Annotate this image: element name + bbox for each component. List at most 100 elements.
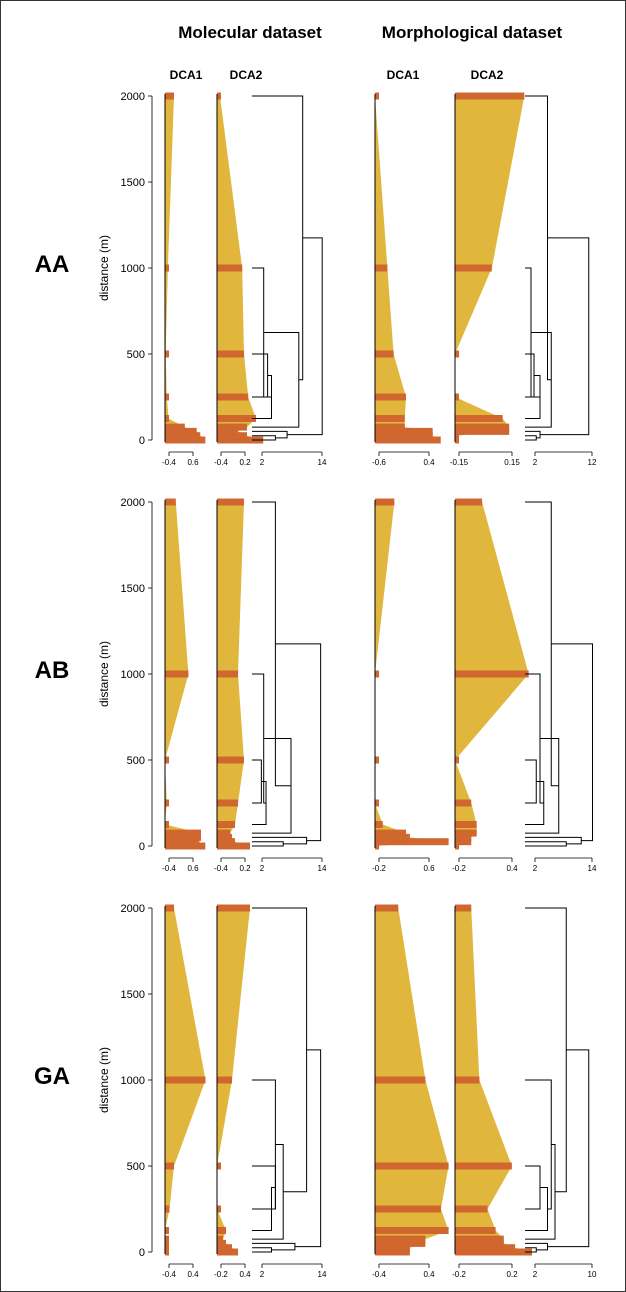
p1-mor-dca1-bar-500 bbox=[375, 756, 379, 764]
p2-mol-dca1-x-tick-label-1: 0.4 bbox=[187, 1270, 199, 1279]
p1-mor-dca2-bar-25 bbox=[455, 838, 472, 846]
p2-mol-dca1-bar-50 bbox=[165, 1239, 169, 1247]
p2-mol-dca2-bar-0 bbox=[217, 1248, 238, 1256]
p2-mor-dendro-branch-7 bbox=[547, 1049, 590, 1248]
p1-mol-dca1-bar-75 bbox=[165, 829, 201, 837]
p0-mor-dca1-x-tick-label-1: 0.4 bbox=[423, 458, 435, 467]
p2-mol-dca1-bar-500 bbox=[165, 1162, 174, 1170]
y-tick-label-1500: 1500 bbox=[121, 989, 145, 1001]
p2-mor-dca2-bar-125 bbox=[455, 1227, 496, 1234]
p1-mol-dca2-bar-2000 bbox=[217, 498, 244, 506]
panel-label-ab: AB bbox=[35, 657, 70, 684]
p0-mor-dca2-bar-1000 bbox=[455, 264, 492, 272]
p1-mol-dendro-x-tick-label-1: 14 bbox=[318, 864, 327, 873]
p1-mol-dca1-x-tick-label-1: 0.6 bbox=[187, 864, 199, 873]
p0-mol-dca2-bar-250 bbox=[217, 393, 249, 401]
p0-mor-dca2-bar-75 bbox=[455, 423, 510, 431]
p0-mol-dca1-bar-2000 bbox=[165, 92, 174, 100]
p2-mor-dca1-bar-75 bbox=[375, 1235, 426, 1243]
p1-mor-dca2-bar-500 bbox=[455, 756, 459, 764]
p1-mol-dca1-bar-125 bbox=[165, 821, 169, 828]
p2-mol-dca2-bar-75 bbox=[217, 1235, 223, 1243]
p0-mol-dendro-branch-7 bbox=[287, 237, 323, 436]
p0-mol-dendro-x-tick-label-0: 2 bbox=[260, 458, 265, 467]
p2-mor-dca2-bar-75 bbox=[455, 1235, 504, 1243]
p1-mol-dca2-bar-25 bbox=[217, 838, 235, 846]
p1-mol-dca2-bar-0 bbox=[217, 842, 250, 850]
p1-mol-dca1-bar-50 bbox=[165, 833, 201, 841]
p1-mor-dendro-x-tick-label-0: 2 bbox=[533, 864, 538, 873]
p0-mor-dendro-x-tick-label-1: 12 bbox=[588, 458, 597, 467]
y-tick-label-1500: 1500 bbox=[121, 177, 145, 189]
p0-mor-dca2-bar-250 bbox=[455, 393, 459, 401]
p1-mor-dca2-bar-2000 bbox=[455, 498, 483, 506]
p0-mor-dendro-branch-7 bbox=[540, 237, 590, 436]
p0-mol-dca1-x-tick-label-0: -0.4 bbox=[162, 458, 176, 467]
p1-mol-dca1-bar-2000 bbox=[165, 498, 176, 506]
p2-mol-dendro-branch-7 bbox=[294, 1049, 322, 1248]
p2-mol-dca2-x-tick-label-0: -0.2 bbox=[214, 1270, 228, 1279]
p0-mor-dca1-bar-0 bbox=[375, 436, 441, 444]
p2-mor-dca2-x-tick-label-0: -0.2 bbox=[452, 1270, 466, 1279]
y-tick-label-1000: 1000 bbox=[121, 1075, 145, 1087]
p0-mol-dca2-bar-0 bbox=[217, 436, 264, 444]
p2-mor-dca1-x-tick-label-0: -0.4 bbox=[372, 1270, 386, 1279]
p1-mol-dca2-bar-125 bbox=[217, 821, 235, 828]
p1-mol-dca2-x-tick-label-0: -0.4 bbox=[214, 864, 228, 873]
y-tick-label-500: 500 bbox=[127, 349, 145, 361]
p0-mol-dca2-x-tick-label-0: -0.4 bbox=[214, 458, 228, 467]
p2-mol-dca2-bar-50 bbox=[217, 1239, 226, 1247]
p1-mor-dca1-area bbox=[375, 502, 449, 846]
p0-mol-dca2-bar-500 bbox=[217, 350, 244, 358]
p2-mor-dca1-bar-125 bbox=[375, 1227, 449, 1234]
p0-mor-dca2-bar-50 bbox=[455, 427, 510, 435]
y-tick-label-2000: 2000 bbox=[121, 903, 145, 915]
p0-mol-dca1-x-tick-label-1: 0.6 bbox=[187, 458, 199, 467]
p2-mor-dendro-x-tick-label-1: 10 bbox=[588, 1270, 597, 1279]
p1-mol-dca1-x-tick-label-0: -0.4 bbox=[162, 864, 176, 873]
morphological-header: Morphological dataset bbox=[382, 23, 563, 42]
p2-mor-dca1-x-tick-label-1: 0.4 bbox=[423, 1270, 435, 1279]
p1-mor-dca2-bar-1000 bbox=[455, 670, 529, 678]
p2-mol-dca2-bar-250 bbox=[217, 1205, 221, 1213]
panel-label-ga: GA bbox=[34, 1063, 70, 1090]
p2-mor-dca1-bar-250 bbox=[375, 1205, 441, 1213]
p2-mor-dca1-bar-1000 bbox=[375, 1076, 426, 1084]
p2-mor-dca2-bar-50 bbox=[455, 1239, 504, 1247]
p1-mor-dca1-bar-1000 bbox=[375, 670, 379, 678]
p1-mol-dca1-bar-500 bbox=[165, 756, 169, 764]
p1-mor-dca1-x-tick-label-1: 0.6 bbox=[423, 864, 435, 873]
p2-mor-dca1-bar-50 bbox=[375, 1239, 426, 1247]
dca1-header-molecular: DCA1 bbox=[170, 68, 203, 82]
p0-mor-dca1-bar-500 bbox=[375, 350, 394, 358]
p1-mol-dca1-bar-0 bbox=[165, 842, 206, 850]
p2-mor-dca1-bar-500 bbox=[375, 1162, 449, 1170]
p1-mol-dca1-bar-1000 bbox=[165, 670, 189, 678]
p2-mol-dca1-x-tick-label-0: -0.4 bbox=[162, 1270, 176, 1279]
p1-mor-dca1-bar-50 bbox=[375, 833, 410, 841]
p1-mol-dendro-branch-7 bbox=[275, 643, 322, 842]
p1-mor-dca2-bar-0 bbox=[455, 842, 459, 850]
p1-mol-dca2-bar-250 bbox=[217, 799, 238, 807]
p2-mol-dca1-bar-2000 bbox=[165, 904, 174, 912]
p1-mor-dca1-bar-125 bbox=[375, 821, 383, 828]
p1-mor-dca1-bar-250 bbox=[375, 799, 379, 807]
dca2-header-molecular: DCA2 bbox=[230, 68, 263, 82]
p2-mor-dca2-bar-500 bbox=[455, 1162, 512, 1170]
p0-mol-dca2-bar-1000 bbox=[217, 264, 243, 272]
p1-mol-dca2-bar-500 bbox=[217, 756, 244, 764]
panel-ga: GA 0 500 1000 1500 2000 distance (m) -0.4 0.4 -0.… bbox=[34, 903, 597, 1279]
p0-mol-dca2-bar-50 bbox=[217, 427, 238, 435]
p0-mol-dca1-bar-500 bbox=[165, 350, 169, 358]
y-tick-label-0: 0 bbox=[139, 1247, 145, 1259]
p2-mor-dca1-bar-2000 bbox=[375, 904, 399, 912]
p0-mol-dca1-bar-0 bbox=[165, 436, 206, 444]
p2-mol-dca2-bar-2000 bbox=[217, 904, 250, 912]
p0-mor-dca1-bar-2000 bbox=[375, 92, 379, 100]
p2-mol-dendro-x-tick-label-1: 14 bbox=[318, 1270, 327, 1279]
p1-mor-dca1-x-tick-label-0: -0.2 bbox=[372, 864, 386, 873]
y-axis-title-2: distance (m) bbox=[97, 1047, 111, 1113]
p0-mol-dca1-bar-250 bbox=[165, 393, 169, 401]
p1-mol-dca2-bar-75 bbox=[217, 829, 231, 837]
